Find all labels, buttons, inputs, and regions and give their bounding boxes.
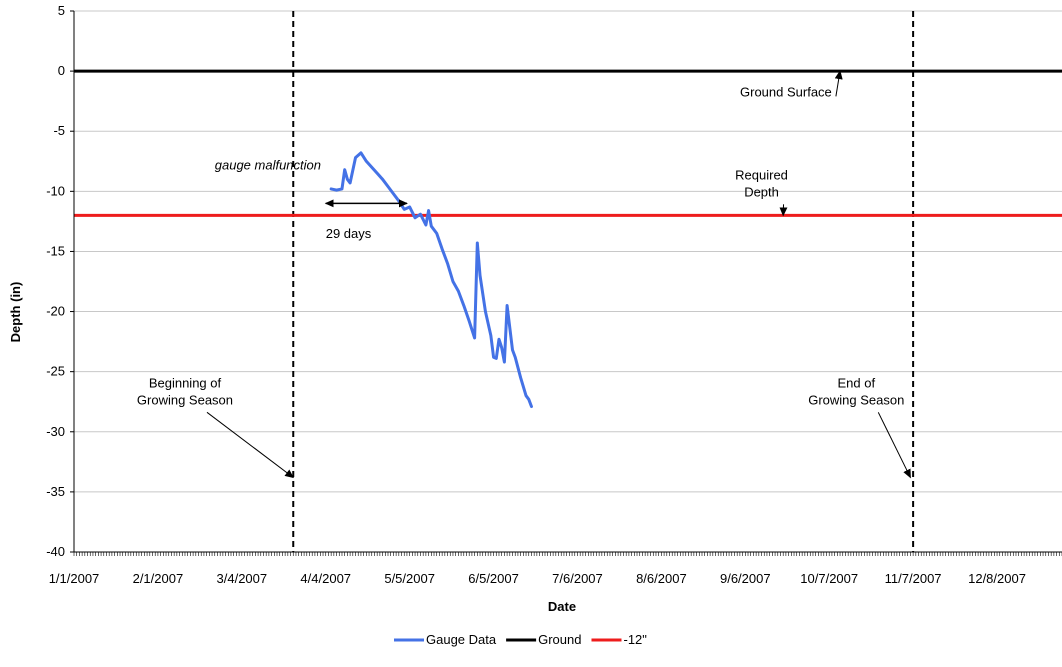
legend-label: Gauge Data bbox=[426, 632, 497, 647]
annotation-label: Growing Season bbox=[808, 392, 904, 407]
axes: 5 0 -5 -10 -15 -20 -25 -30 -35 -40 1/1/2007 2/1/200… bbox=[46, 3, 1062, 586]
annotation-label: Ground Surface bbox=[740, 84, 832, 99]
legend: Gauge Data Ground -12" bbox=[394, 632, 647, 647]
x-tick-label: 4/4/2007 bbox=[300, 571, 351, 586]
y-tick-label: -25 bbox=[46, 364, 65, 379]
annotation-label: gauge malfunction bbox=[215, 158, 321, 173]
annotation-pointer bbox=[836, 71, 840, 96]
x-tick-label: 6/5/2007 bbox=[468, 571, 519, 586]
legend-label: -12" bbox=[623, 632, 647, 647]
y-tick-label: -15 bbox=[46, 243, 65, 258]
legend-label: Ground bbox=[538, 632, 581, 647]
annotation-pointer bbox=[878, 412, 910, 477]
x-tick-label: 7/6/2007 bbox=[552, 571, 603, 586]
y-tick-label: -5 bbox=[53, 123, 65, 138]
legend-item: Ground bbox=[506, 632, 581, 647]
annotation-label: Growing Season bbox=[137, 392, 233, 407]
x-axis-label: Date bbox=[548, 599, 576, 614]
y-tick-label: 5 bbox=[58, 3, 65, 18]
annotation-pointer bbox=[207, 412, 293, 477]
x-minor-ticks bbox=[74, 552, 1062, 556]
y-tick-label: 0 bbox=[58, 63, 65, 78]
x-tick-label: 2/1/2007 bbox=[133, 571, 184, 586]
x-tick-label: 8/6/2007 bbox=[636, 571, 687, 586]
x-tick-label: 3/4/2007 bbox=[217, 571, 268, 586]
y-tick-label: -30 bbox=[46, 424, 65, 439]
x-tick-label: 1/1/2007 bbox=[49, 571, 100, 586]
legend-item: Gauge Data bbox=[394, 632, 497, 647]
x-tick-label: 5/5/2007 bbox=[384, 571, 435, 586]
annotations: gauge malfunction 29 days Ground Surface Re… bbox=[137, 71, 910, 477]
y-tick-label: -40 bbox=[46, 544, 65, 559]
y-tick-label: -35 bbox=[46, 484, 65, 499]
annotation-label: Beginning of bbox=[149, 375, 222, 390]
annotation-label: 29 days bbox=[326, 226, 372, 241]
x-tick-label: 9/6/2007 bbox=[720, 571, 771, 586]
y-tick-label: -20 bbox=[46, 304, 65, 319]
annotation-label: Depth bbox=[744, 184, 779, 199]
x-tick-label: 10/7/2007 bbox=[800, 571, 858, 586]
legend-item: -12" bbox=[591, 632, 647, 647]
x-tick-label: 11/7/2007 bbox=[885, 571, 942, 586]
y-axis-label: Depth (in) bbox=[8, 282, 23, 343]
x-tick-label: 12/8/2007 bbox=[968, 571, 1026, 586]
y-tick-label: -10 bbox=[46, 183, 65, 198]
annotation-label: Required bbox=[735, 167, 788, 182]
annotation-label: End of bbox=[837, 375, 875, 390]
